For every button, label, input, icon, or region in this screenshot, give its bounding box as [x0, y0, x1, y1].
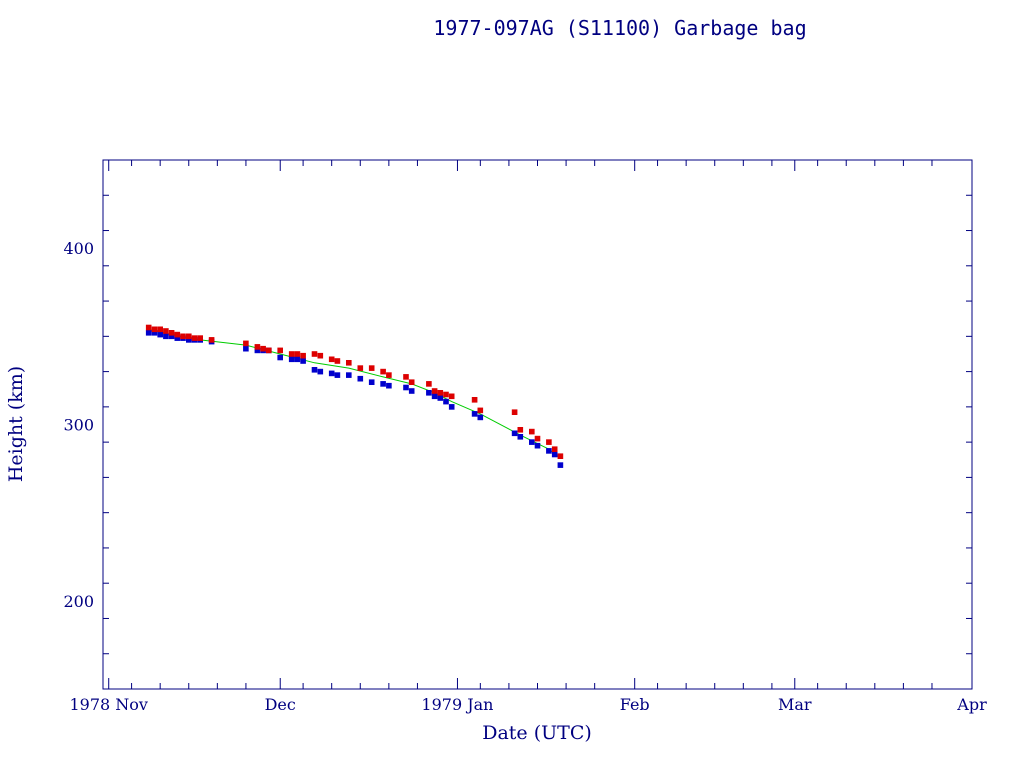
apogee-point [443, 391, 449, 398]
apogee-point [180, 333, 186, 340]
apogee-point [368, 365, 375, 371]
apogee-point [437, 389, 444, 396]
chart-title: 1977-097AG (S11100) Garbage bag [433, 16, 807, 40]
perigee-point [534, 442, 541, 449]
apogee-point [426, 381, 432, 387]
perigee-point [345, 372, 352, 378]
apogee-point [511, 409, 518, 416]
apogee-point [191, 335, 198, 341]
y-tick-label: 200 [63, 592, 94, 611]
apogee-point [288, 351, 295, 357]
x-tick-label: 1978 Nov [69, 695, 147, 714]
perigee-point [443, 398, 449, 405]
apogee-point [168, 329, 175, 336]
perigee-point [471, 411, 478, 417]
perigee-point [294, 356, 301, 363]
apogee-point [546, 439, 552, 445]
apogee-point [145, 324, 152, 331]
perigee-point [546, 448, 552, 454]
tick-marks [103, 159, 973, 690]
apogee-point [151, 326, 158, 333]
apogee-point [403, 374, 409, 380]
perigee-point [426, 389, 432, 396]
apogee-point [197, 335, 203, 341]
apogee-point [408, 379, 415, 386]
apogee-point [254, 344, 261, 350]
y-tick-label: 400 [63, 239, 94, 258]
apogee-point [328, 356, 335, 363]
x-tick-label: Apr [956, 695, 987, 714]
perigee-point [357, 375, 364, 382]
perigee-point [437, 395, 444, 401]
x-tick-label: Dec [265, 695, 296, 714]
y-tick-label: 300 [63, 416, 94, 435]
apogee-point [517, 426, 524, 433]
apogee-point [334, 358, 341, 364]
mean-height-line [148, 328, 561, 459]
perigee-point [477, 414, 484, 421]
apogee-point [534, 435, 541, 442]
apogee-point [208, 337, 215, 343]
apogee-point [471, 396, 478, 403]
mean-line-layer [148, 328, 561, 459]
perigee-point [511, 430, 518, 437]
perigee-point [145, 329, 152, 336]
points-layer [145, 324, 564, 468]
perigee-point [334, 372, 341, 378]
apogee-point [448, 393, 455, 400]
perigee-point [517, 433, 524, 440]
apogee-point [345, 359, 352, 366]
perigee-point [403, 384, 409, 391]
apogee-point [551, 446, 558, 453]
perigee-point [243, 345, 249, 352]
perigee-point [328, 370, 335, 377]
perigee-point [311, 366, 318, 373]
perigee-point [448, 404, 455, 410]
x-tick-label: Feb [620, 695, 650, 714]
apogee-point [265, 347, 272, 354]
x-tick-label: 1979 Jan [421, 695, 493, 714]
apogee-point [174, 331, 181, 338]
apogee-point [557, 453, 564, 460]
apogee-point [317, 352, 324, 359]
perigee-point [431, 393, 438, 400]
apogee-point [243, 340, 249, 347]
apogee-point [380, 368, 386, 375]
perigee-point [386, 382, 392, 389]
apogee-point [386, 372, 392, 378]
y-axis-label: Height (km) [5, 366, 27, 482]
apogee-point [300, 352, 306, 359]
perigee-point [528, 439, 535, 445]
apogee-point [163, 328, 169, 334]
perigee-point [317, 368, 324, 375]
plot-frame [102, 159, 973, 690]
apogee-point [186, 333, 192, 340]
apogee-point [157, 326, 163, 333]
apogee-point [277, 347, 284, 354]
apogee-point [260, 345, 266, 352]
perigee-point [551, 451, 558, 458]
apogee-point [431, 388, 438, 394]
perigee-point [277, 354, 284, 361]
apogee-point [528, 428, 535, 435]
perigee-point [300, 358, 306, 364]
x-tick-label: Mar [778, 695, 812, 714]
perigee-point [157, 331, 163, 338]
apogee-point [311, 351, 318, 357]
apogee-point [294, 351, 301, 357]
perigee-point [368, 379, 375, 386]
apogee-point [477, 407, 484, 414]
apogee-point [357, 365, 364, 371]
perigee-point [163, 333, 169, 340]
perigee-point [380, 381, 386, 387]
perigee-point [557, 462, 564, 468]
tick-labels: 200 300 400 1978 Nov Dec 1979 Jan Feb Mar Apr [63, 239, 987, 714]
perigee-point [408, 388, 415, 394]
perigee-point [288, 356, 295, 363]
x-axis-label: Date (UTC) [482, 722, 592, 744]
